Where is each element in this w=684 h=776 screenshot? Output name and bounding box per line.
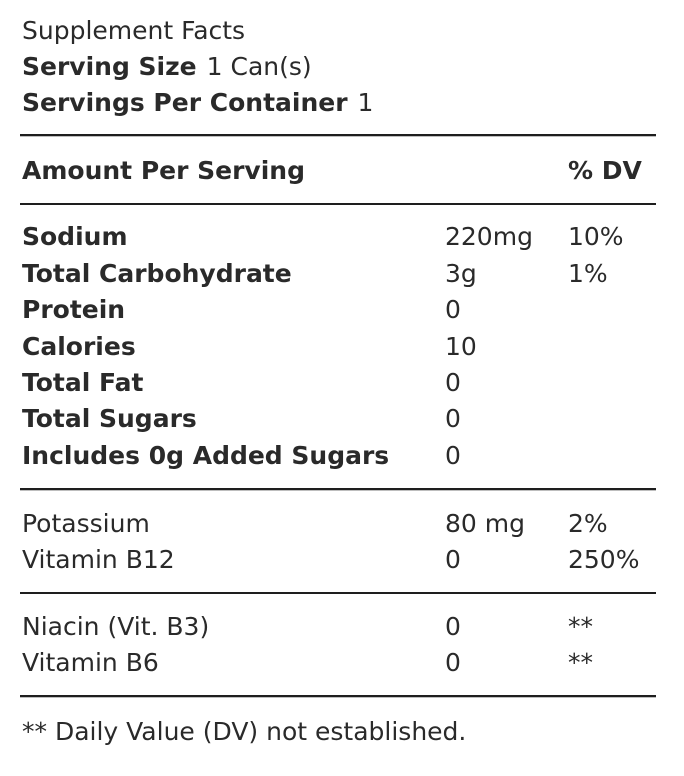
footnote: ** Daily Value (DV) not established. [22, 717, 467, 746]
serving-size-label: Serving Size [22, 52, 197, 81]
ingredient-dv: ** [568, 612, 593, 641]
header-row: Amount Per Serving % DV [0, 154, 684, 188]
dv-header: % DV [568, 156, 642, 185]
nutrient-amount: 0 [445, 441, 461, 470]
divider-bottom [20, 695, 656, 698]
nutrient-amount: 0 [445, 368, 461, 397]
nutrient-amount: 10 [445, 332, 477, 361]
vitamin-row: Potassium 80 mg 2% [0, 507, 684, 541]
nutrient-amount: 0 [445, 404, 461, 433]
nutrient-name: Sodium [22, 222, 128, 251]
servings-per-container-label: Servings Per Container [22, 88, 348, 117]
vitamin-row: Vitamin B12 0 250% [0, 543, 684, 577]
serving-size: Serving Size 1 Can(s) [22, 50, 312, 84]
ingredient-name: Niacin (Vit. B3) [22, 612, 210, 641]
ingredient-row: Vitamin B6 0 ** [0, 646, 684, 680]
serving-size-value: 1 Can(s) [206, 52, 312, 81]
nutrient-name: Total Carbohydrate [22, 259, 292, 288]
ingredient-amount: 0 [445, 648, 461, 677]
nutrient-row: Sodium 220mg 10% [0, 220, 684, 254]
nutrient-amount: 220mg [445, 222, 533, 251]
nutrient-amount: 3g [445, 259, 477, 288]
nutrient-name: Calories [22, 332, 136, 361]
ingredient-row: Niacin (Vit. B3) 0 ** [0, 610, 684, 644]
nutrient-dv: 1% [568, 259, 608, 288]
servings-per-container-value: 1 [357, 88, 374, 117]
nutrient-row: Total Fat 0 [0, 366, 684, 400]
nutrient-name: Protein [22, 295, 126, 324]
vitamin-dv: 250% [568, 545, 640, 574]
ingredient-dv: ** [568, 648, 593, 677]
vitamin-amount: 0 [445, 545, 461, 574]
nutrient-dv: 10% [568, 222, 624, 251]
vitamin-amount: 80 mg [445, 509, 525, 538]
vitamin-name: Vitamin B12 [22, 545, 175, 574]
nutrient-row: Total Sugars 0 [0, 402, 684, 436]
ingredient-amount: 0 [445, 612, 461, 641]
nutrient-row: Total Carbohydrate 3g 1% [0, 257, 684, 291]
nutrient-name: Total Sugars [22, 404, 197, 433]
vitamin-name: Potassium [22, 509, 150, 538]
servings-per-container: Servings Per Container 1 [22, 86, 373, 120]
nutrient-amount: 0 [445, 295, 461, 324]
nutrient-row: Includes 0g Added Sugars 0 [0, 439, 684, 473]
divider-header [20, 203, 656, 205]
nutrient-name: Includes 0g Added Sugars [22, 441, 390, 470]
divider-top [20, 134, 656, 137]
vitamin-dv: 2% [568, 509, 608, 538]
amount-per-serving-header: Amount Per Serving [22, 156, 305, 185]
nutrient-name: Total Fat [22, 368, 144, 397]
nutrient-row: Protein 0 [0, 293, 684, 327]
divider-lower [20, 592, 656, 594]
ingredient-name: Vitamin B6 [22, 648, 159, 677]
divider-middle [20, 488, 656, 491]
panel-title: Supplement Facts [22, 16, 246, 45]
nutrient-row: Calories 10 [0, 330, 684, 364]
